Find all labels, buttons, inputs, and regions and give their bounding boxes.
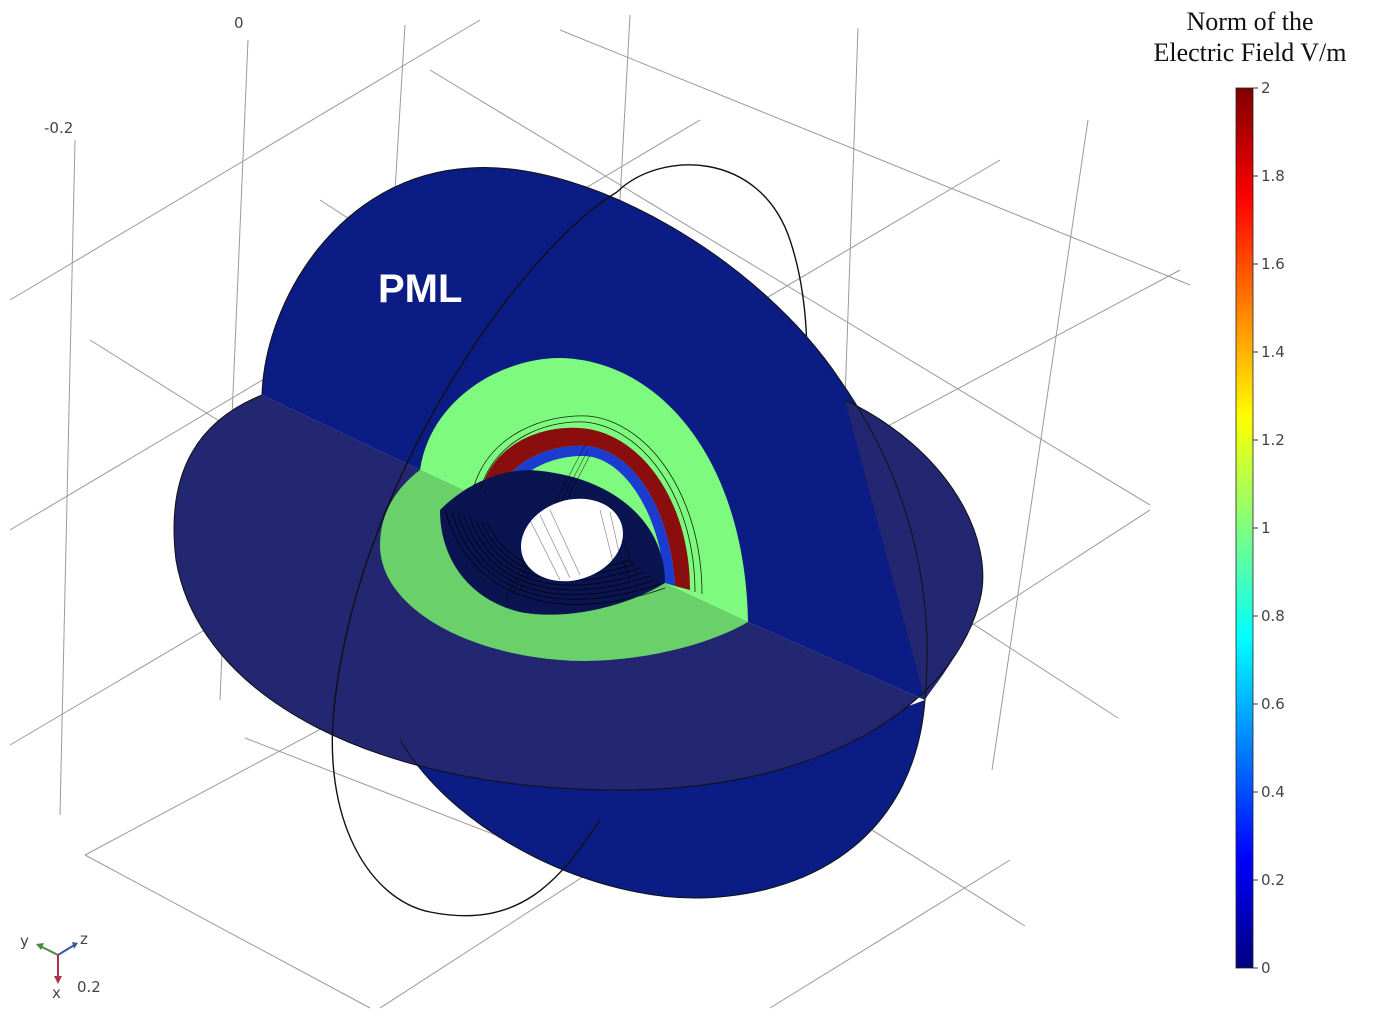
colorbar-tick-label: 0.2 <box>1261 871 1285 889</box>
pml-vertical-edge <box>261 167 928 701</box>
pml-label: PML <box>378 267 462 311</box>
colorbar-tick-label: 0.6 <box>1261 695 1285 713</box>
colorbar: Norm of the Electric Field V/m 2 1.8 1.6 1.… <box>1153 7 1346 977</box>
colorbar-tick-label: 2 <box>1261 79 1271 97</box>
colorbar-title-line-1: Norm of the <box>1186 7 1313 36</box>
scatterer-rim <box>480 427 690 590</box>
axis-z-label: z <box>80 930 88 948</box>
central-hole <box>521 498 623 582</box>
contour-lines <box>444 415 703 605</box>
colorbar-title-line-2: Electric Field V/m <box>1153 38 1346 67</box>
orientation-triad: y z x <box>20 930 88 1002</box>
colorbar-ticks: 2 1.8 1.6 1.4 1.2 1 0.8 0.6 0.4 0.2 0 <box>1253 79 1285 977</box>
colorbar-tick-label: 0.4 <box>1261 783 1285 801</box>
colorbar-bar <box>1235 87 1254 969</box>
axis-y-label: y <box>20 932 29 950</box>
colorbar-tick-label: 1 <box>1261 519 1271 537</box>
axis-tick-label: 0.2 <box>77 978 101 996</box>
axis-tick-label: -0.2 <box>44 119 73 137</box>
axis-tick-label: 0 <box>234 14 244 32</box>
colorbar-tick-label: 1.4 <box>1261 343 1285 361</box>
scatterer-blue-layer <box>495 445 675 586</box>
axis-x-label: x <box>52 984 61 1002</box>
colorbar-tick-label: 0 <box>1261 959 1271 977</box>
colorbar-tick-label: 0.8 <box>1261 607 1285 625</box>
pml-vertical-lower-edge <box>399 699 926 899</box>
colorbar-tick-label: 1.2 <box>1261 431 1285 449</box>
colorbar-tick-label: 1.6 <box>1261 255 1285 273</box>
pml-horizontal-edge <box>173 394 984 791</box>
boundary-outline-front <box>331 191 618 917</box>
colorbar-tick-label: 1.8 <box>1261 167 1285 185</box>
